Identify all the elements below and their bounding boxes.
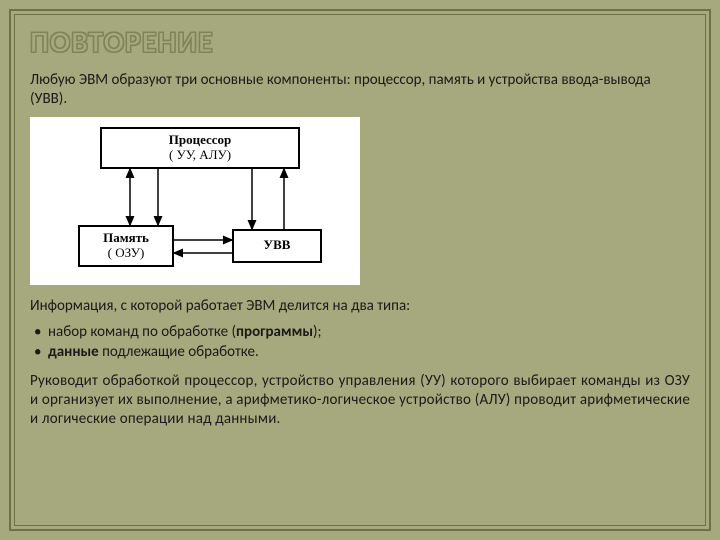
info-line: Информация, с которой работает ЭВМ делит…: [30, 297, 690, 316]
slide-content: ПОВТОРЕНИЕ Любую ЭВМ образуют три основн…: [30, 24, 690, 516]
slide-title: ПОВТОРЕНИЕ: [30, 24, 690, 61]
info-bullets: набор команд по обработке (программы); д…: [30, 323, 690, 362]
evm-diagram: Процессор ( УУ, АЛУ) Память ( ОЗУ) УВВ: [30, 117, 360, 285]
bullet-2: данные подлежащие обработке.: [48, 343, 690, 363]
footer-paragraph: Руководит обработкой процессор, устройст…: [30, 372, 690, 428]
intro-paragraph: Любую ЭВМ образуют три основные компонен…: [30, 71, 690, 109]
bullet-1: набор команд по обработке (программы);: [48, 323, 690, 343]
diagram-arrows: [30, 117, 360, 285]
